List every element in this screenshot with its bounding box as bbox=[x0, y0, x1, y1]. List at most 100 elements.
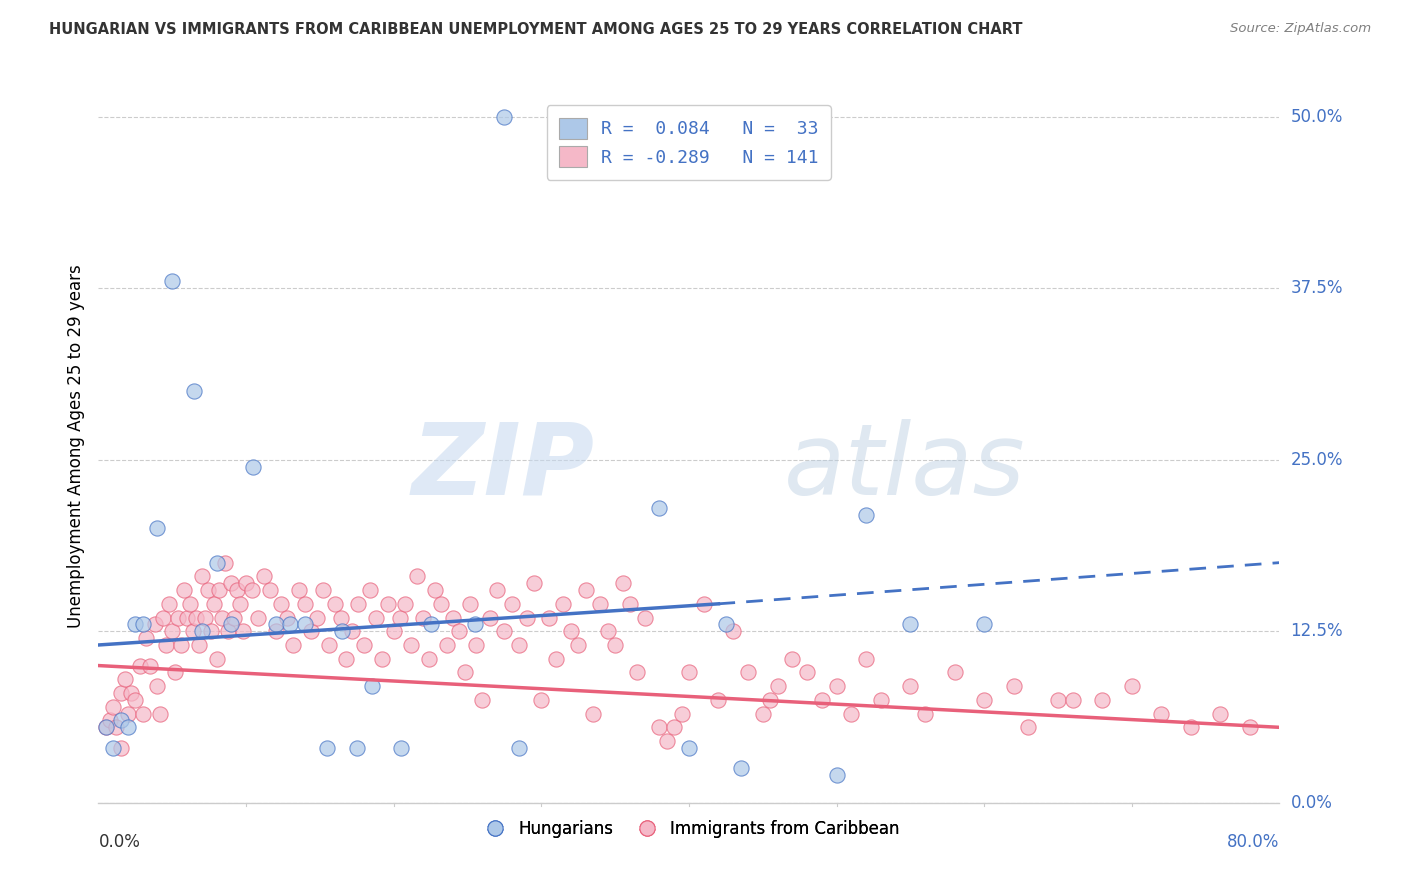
Point bbox=[146, 521, 169, 535]
Point bbox=[382, 624, 405, 639]
Text: 37.5%: 37.5% bbox=[1291, 279, 1343, 297]
Point bbox=[146, 679, 169, 693]
Point bbox=[360, 679, 382, 693]
Point bbox=[124, 617, 146, 632]
Point bbox=[224, 610, 246, 624]
Point bbox=[221, 576, 243, 591]
Point bbox=[1018, 720, 1040, 734]
Point bbox=[1121, 679, 1143, 693]
Point bbox=[605, 638, 627, 652]
Point bbox=[270, 597, 292, 611]
Point bbox=[693, 597, 716, 611]
Point bbox=[973, 617, 995, 632]
Point bbox=[371, 651, 394, 665]
Point bbox=[553, 597, 575, 611]
Point bbox=[1062, 693, 1084, 707]
Point bbox=[406, 569, 429, 583]
Text: 12.5%: 12.5% bbox=[1291, 623, 1343, 640]
Text: 25.0%: 25.0% bbox=[1291, 450, 1343, 468]
Point bbox=[914, 706, 936, 721]
Point bbox=[973, 693, 995, 707]
Point bbox=[312, 583, 335, 598]
Point bbox=[176, 610, 198, 624]
Point bbox=[253, 569, 276, 583]
Point bbox=[342, 624, 364, 639]
Point bbox=[110, 740, 132, 755]
Point bbox=[197, 583, 219, 598]
Point bbox=[280, 617, 302, 632]
Point bbox=[707, 693, 730, 707]
Point bbox=[128, 658, 150, 673]
Point bbox=[162, 624, 183, 639]
Point bbox=[346, 740, 368, 755]
Point bbox=[678, 665, 700, 680]
Point bbox=[841, 706, 863, 721]
Point bbox=[143, 617, 166, 632]
Point bbox=[264, 617, 287, 632]
Y-axis label: Unemployment Among Ages 25 to 29 years: Unemployment Among Ages 25 to 29 years bbox=[66, 264, 84, 628]
Text: 80.0%: 80.0% bbox=[1227, 833, 1279, 851]
Point bbox=[1180, 720, 1202, 734]
Point bbox=[582, 706, 605, 721]
Point bbox=[796, 665, 818, 680]
Point bbox=[516, 610, 538, 624]
Point bbox=[648, 720, 671, 734]
Point bbox=[165, 665, 187, 680]
Point bbox=[179, 597, 201, 611]
Text: atlas: atlas bbox=[783, 419, 1025, 516]
Point bbox=[589, 597, 612, 611]
Point bbox=[276, 610, 298, 624]
Point bbox=[1239, 720, 1261, 734]
Point bbox=[648, 500, 671, 515]
Point bbox=[114, 673, 136, 687]
Text: 0.0%: 0.0% bbox=[98, 833, 141, 851]
Point bbox=[191, 569, 214, 583]
Point bbox=[465, 638, 488, 652]
Point bbox=[202, 597, 225, 611]
Point bbox=[94, 720, 117, 734]
Point bbox=[162, 274, 183, 288]
Point bbox=[347, 597, 370, 611]
Point bbox=[205, 556, 228, 570]
Point bbox=[200, 624, 222, 639]
Point bbox=[329, 610, 352, 624]
Point bbox=[217, 624, 239, 639]
Point bbox=[183, 384, 205, 398]
Point bbox=[447, 624, 470, 639]
Point bbox=[157, 597, 180, 611]
Point bbox=[401, 638, 423, 652]
Point bbox=[299, 624, 322, 639]
Point bbox=[323, 597, 346, 611]
Point bbox=[436, 638, 458, 652]
Point bbox=[671, 706, 693, 721]
Point bbox=[759, 693, 782, 707]
Point bbox=[246, 610, 269, 624]
Point bbox=[149, 706, 172, 721]
Point bbox=[294, 617, 316, 632]
Point bbox=[364, 610, 387, 624]
Point bbox=[943, 665, 966, 680]
Legend: Hungarians, Immigrants from Caribbean: Hungarians, Immigrants from Caribbean bbox=[471, 814, 907, 845]
Point bbox=[98, 714, 121, 728]
Point bbox=[232, 624, 254, 639]
Point bbox=[530, 693, 553, 707]
Point bbox=[167, 610, 190, 624]
Point bbox=[810, 693, 832, 707]
Point bbox=[103, 699, 125, 714]
Point bbox=[305, 610, 328, 624]
Point bbox=[1091, 693, 1114, 707]
Point bbox=[181, 624, 204, 639]
Text: 0.0%: 0.0% bbox=[1291, 794, 1333, 812]
Point bbox=[508, 638, 530, 652]
Point bbox=[120, 686, 142, 700]
Point bbox=[335, 651, 357, 665]
Point bbox=[486, 583, 509, 598]
Point bbox=[567, 638, 589, 652]
Point bbox=[294, 597, 316, 611]
Point bbox=[575, 583, 598, 598]
Point bbox=[318, 638, 340, 652]
Point bbox=[170, 638, 193, 652]
Point bbox=[173, 583, 195, 598]
Point bbox=[394, 597, 416, 611]
Point bbox=[103, 740, 125, 755]
